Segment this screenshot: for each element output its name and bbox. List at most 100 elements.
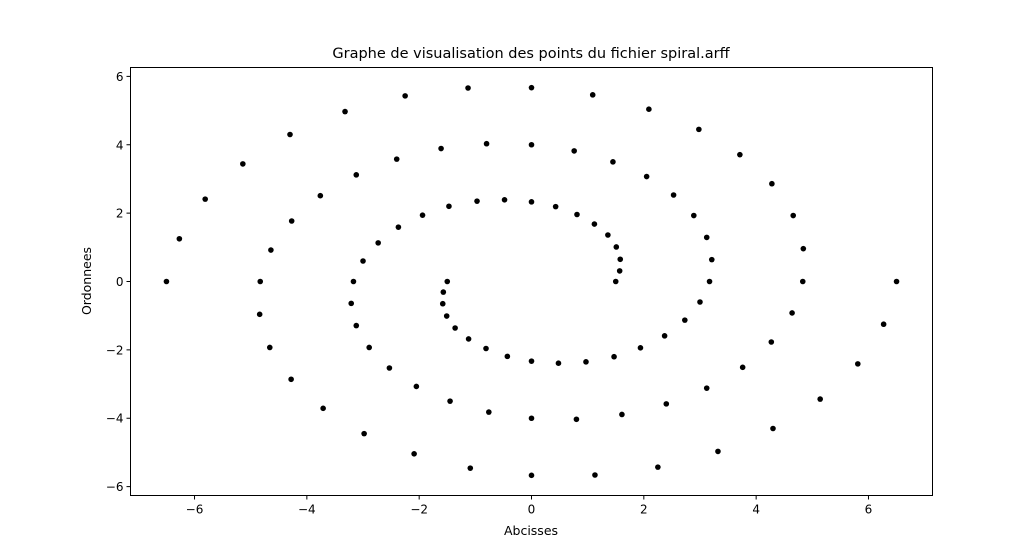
y-tick-label: 6 — [116, 70, 124, 84]
data-point-series-2 — [528, 472, 535, 479]
data-point-series-1 — [616, 268, 623, 274]
x-tick-label: −6 — [186, 503, 204, 517]
data-point-series-1 — [790, 212, 797, 219]
data-point-series-1 — [696, 126, 702, 133]
x-tick-label: 4 — [752, 503, 760, 517]
data-point-series-1 — [446, 203, 452, 210]
data-point-series-1 — [501, 196, 508, 203]
data-point-series-2 — [353, 172, 360, 178]
data-point-series-1 — [474, 198, 480, 204]
data-point-series-2 — [708, 256, 715, 263]
data-point-series-2 — [440, 289, 447, 295]
data-point-series-1 — [366, 344, 372, 351]
data-point-series-2 — [443, 313, 450, 319]
data-point-series-2 — [438, 145, 444, 152]
data-point-series-1 — [613, 244, 620, 250]
data-point-series-2 — [592, 472, 598, 478]
data-point-series-2 — [288, 376, 294, 383]
data-point-series-1 — [402, 93, 408, 99]
data-point-series-1 — [202, 196, 208, 202]
data-point-series-2 — [465, 336, 472, 342]
data-point-series-1 — [769, 180, 775, 187]
data-point-series-1 — [342, 108, 348, 115]
y-tick-label: 2 — [116, 207, 124, 221]
plot-area-frame — [130, 67, 933, 496]
data-point-series-2 — [880, 321, 887, 328]
data-point-series-1 — [605, 232, 611, 238]
data-point-series-1 — [413, 383, 420, 390]
data-point-series-2 — [770, 425, 776, 432]
data-points — [163, 84, 900, 479]
data-point-series-2 — [528, 141, 535, 148]
data-point-series-1 — [617, 256, 624, 263]
data-point-series-2 — [467, 465, 474, 471]
data-point-series-2 — [361, 430, 367, 437]
data-point-series-2 — [682, 317, 688, 323]
x-axis-label: Abcisses — [504, 523, 558, 538]
y-axis-ticks: −6 −4 −2 0 2 4 6 — [106, 70, 131, 494]
data-point-series-1 — [163, 278, 170, 285]
data-point-series-2 — [637, 345, 644, 351]
data-point-series-1 — [350, 278, 357, 285]
data-point-series-1 — [395, 224, 402, 230]
data-point-series-1 — [768, 339, 775, 345]
data-point-series-2 — [571, 148, 577, 154]
data-point-series-1 — [386, 365, 393, 371]
data-point-series-2 — [483, 140, 490, 147]
data-point-series-2 — [661, 333, 668, 339]
data-point-series-1 — [703, 385, 710, 391]
x-tick-label: −4 — [298, 503, 316, 517]
x-tick-label: 6 — [865, 503, 873, 517]
data-point-series-2 — [655, 464, 661, 470]
y-tick-label: −2 — [106, 343, 124, 357]
data-point-series-2 — [528, 358, 535, 364]
data-point-series-1 — [287, 131, 293, 138]
x-tick-label: −2 — [410, 503, 428, 517]
x-axis-ticks: −6 −4 −2 0 2 4 6 — [186, 495, 873, 517]
x-tick-label: 2 — [640, 503, 648, 517]
data-point-series-1 — [528, 199, 535, 205]
data-point-series-2 — [483, 345, 489, 352]
data-point-series-2 — [320, 405, 326, 412]
data-point-series-2 — [817, 396, 823, 402]
x-tick-label: 0 — [528, 503, 536, 517]
data-point-series-1 — [552, 203, 559, 210]
data-point-series-2 — [610, 159, 616, 165]
data-point-series-1 — [799, 278, 806, 285]
data-point-series-1 — [528, 415, 535, 422]
data-point-series-1 — [646, 106, 652, 113]
data-point-series-1 — [465, 85, 471, 91]
data-point-series-2 — [583, 359, 589, 365]
data-point-series-1 — [240, 161, 246, 167]
data-point-series-1 — [612, 278, 619, 285]
data-point-series-2 — [855, 361, 861, 367]
data-point-series-1 — [528, 84, 535, 91]
data-point-series-1 — [619, 411, 625, 418]
data-point-series-1 — [737, 151, 743, 158]
data-point-series-2 — [411, 450, 417, 457]
data-point-series-1 — [360, 258, 366, 264]
data-point-series-2 — [611, 353, 617, 360]
y-tick-label: −6 — [106, 480, 124, 494]
data-point-series-1 — [176, 235, 183, 242]
data-point-series-2 — [257, 278, 264, 285]
data-point-series-2 — [697, 299, 703, 305]
data-point-series-2 — [452, 325, 458, 331]
data-point-series-2 — [439, 300, 446, 307]
data-point-series-2 — [691, 212, 697, 219]
data-point-series-2 — [555, 360, 562, 367]
data-point-series-1 — [574, 211, 580, 218]
data-point-series-2 — [706, 278, 713, 285]
chart-title: Graphe de visualisation des points du fi… — [332, 46, 730, 62]
data-point-series-2 — [268, 247, 274, 253]
y-tick-label: 0 — [116, 275, 124, 289]
data-point-series-1 — [591, 221, 598, 227]
data-point-series-2 — [715, 448, 721, 455]
data-point-series-1 — [353, 322, 360, 329]
data-point-series-2 — [317, 192, 324, 199]
data-point-series-2 — [703, 234, 710, 241]
data-point-series-1 — [486, 409, 492, 415]
data-point-series-2 — [288, 218, 295, 224]
y-axis-label: Ordonnees — [79, 247, 94, 315]
